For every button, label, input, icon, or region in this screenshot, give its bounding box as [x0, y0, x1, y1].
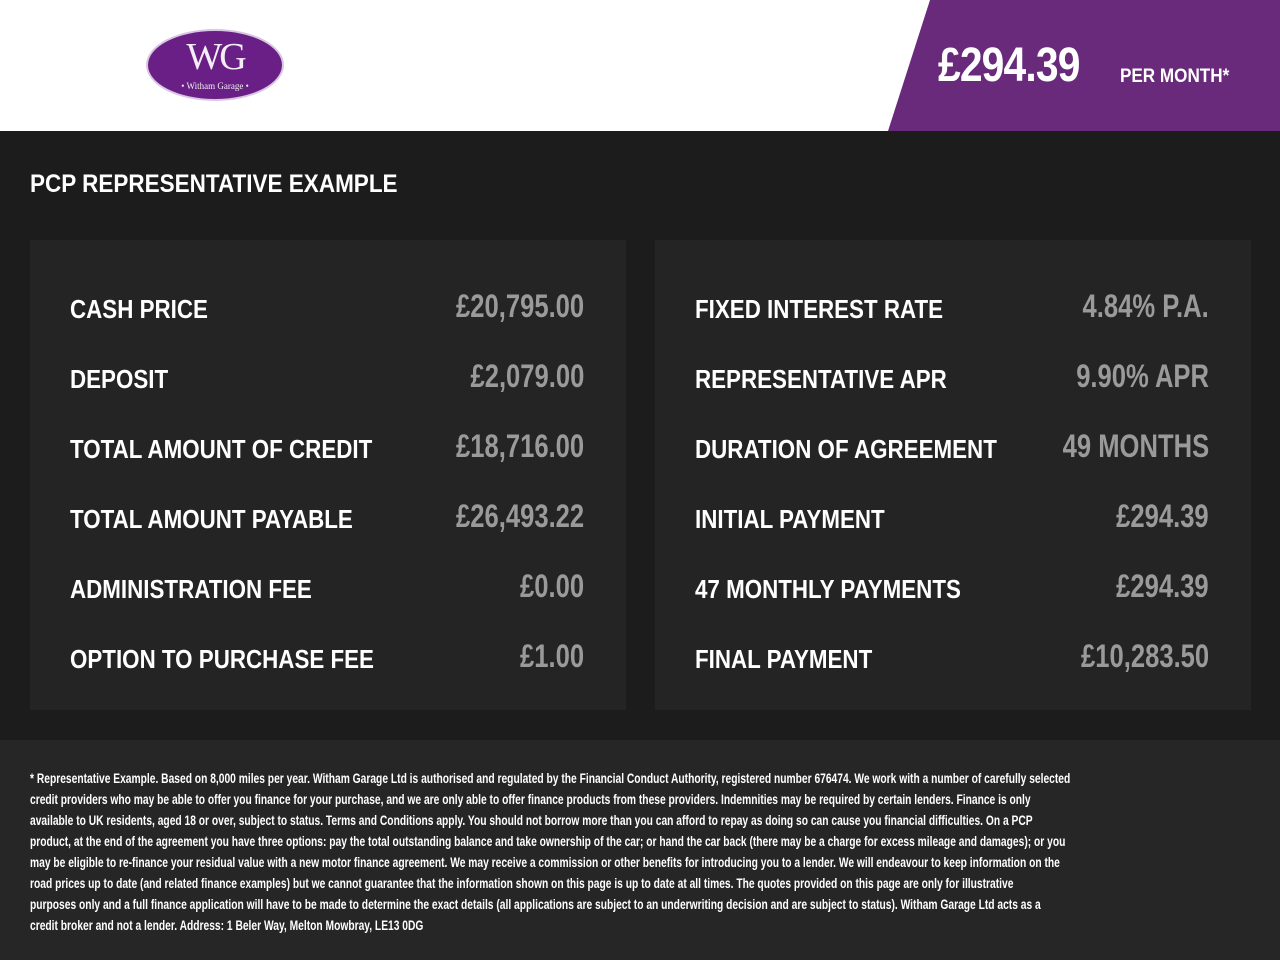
finance-label: FINAL PAYMENT	[695, 644, 873, 674]
finance-label: DEPOSIT	[70, 364, 169, 394]
finance-row: FINAL PAYMENT £10,283.50	[695, 636, 1209, 676]
section-title: PCP REPRESENTATIVE EXAMPLE	[30, 170, 398, 198]
finance-value: £18,716.00	[455, 428, 584, 464]
finance-value: 4.84% P.A.	[1082, 288, 1209, 324]
finance-label: OPTION TO PURCHASE FEE	[70, 644, 374, 674]
finance-value: £10,283.50	[1080, 638, 1209, 674]
disclaimer-line: credit broker and not a lender. Address:…	[30, 918, 424, 933]
disclaimer-line: available to UK residents, aged 18 or ov…	[30, 813, 1033, 828]
disclaimer-line: product, at the end of the agreement you…	[30, 834, 1066, 849]
finance-value: 49 MONTHS	[1062, 428, 1209, 464]
witham-garage-logo[interactable]: WG • Witham Garage •	[146, 29, 284, 101]
finance-row: ADMINISTRATION FEE £0.00	[70, 566, 584, 606]
finance-value: £0.00	[519, 568, 584, 604]
finance-value: 9.90% APR	[1076, 358, 1209, 394]
monthly-price-banner: £294.39 PER MONTH*	[888, 0, 1280, 131]
logo-name: • Witham Garage •	[181, 81, 249, 91]
disclaimer-line: credit providers who may be able to offe…	[30, 792, 1031, 807]
finance-value: £26,493.22	[455, 498, 584, 534]
finance-label: ADMINISTRATION FEE	[70, 574, 312, 604]
logo-mark: WG	[186, 36, 246, 78]
finance-label: TOTAL AMOUNT OF CREDIT	[70, 434, 373, 464]
finance-label: FIXED INTEREST RATE	[695, 294, 944, 324]
finance-value: £294.39	[1116, 498, 1209, 534]
disclaimer: * Representative Example. Based on 8,000…	[0, 740, 1280, 960]
finance-panel-left: CASH PRICE £20,795.00 DEPOSIT £2,079.00 TOTA…	[30, 240, 626, 710]
finance-row: OPTION TO PURCHASE FEE £1.00	[70, 636, 584, 676]
disclaimer-line: may be eligible to re-finance your resid…	[30, 855, 1060, 870]
finance-value: £20,795.00	[455, 288, 584, 324]
finance-label: INITIAL PAYMENT	[695, 504, 885, 534]
finance-value: £294.39	[1116, 568, 1209, 604]
finance-row: CASH PRICE £20,795.00	[70, 286, 584, 326]
finance-value: £1.00	[519, 638, 584, 674]
disclaimer-line: road prices up to date (and related fina…	[30, 876, 1014, 891]
finance-row: TOTAL AMOUNT PAYABLE £26,493.22	[70, 496, 584, 536]
finance-row: DEPOSIT £2,079.00	[70, 356, 584, 396]
finance-label: DURATION OF AGREEMENT	[695, 434, 997, 464]
finance-row: DURATION OF AGREEMENT 49 MONTHS	[695, 426, 1209, 466]
disclaimer-line: purposes only and a full finance applica…	[30, 897, 1041, 912]
finance-row: TOTAL AMOUNT OF CREDIT £18,716.00	[70, 426, 584, 466]
monthly-price: £294.39	[938, 39, 1080, 92]
finance-label: TOTAL AMOUNT PAYABLE	[70, 504, 353, 534]
finance-row: FIXED INTEREST RATE 4.84% P.A.	[695, 286, 1209, 326]
header: WG • Witham Garage • £294.39 PER MONTH*	[0, 0, 1280, 131]
finance-label: CASH PRICE	[70, 294, 208, 324]
per-month-label: PER MONTH*	[1120, 66, 1230, 87]
finance-label: 47 MONTHLY PAYMENTS	[695, 574, 961, 604]
finance-value: £2,079.00	[470, 358, 584, 394]
finance-row: REPRESENTATIVE APR 9.90% APR	[695, 356, 1209, 396]
finance-row: INITIAL PAYMENT £294.39	[695, 496, 1209, 536]
finance-panel-right: FIXED INTEREST RATE 4.84% P.A. REPRESENTAT…	[655, 240, 1251, 710]
finance-label: REPRESENTATIVE APR	[695, 364, 947, 394]
disclaimer-line: * Representative Example. Based on 8,000…	[30, 771, 1071, 786]
finance-row: 47 MONTHLY PAYMENTS £294.39	[695, 566, 1209, 606]
